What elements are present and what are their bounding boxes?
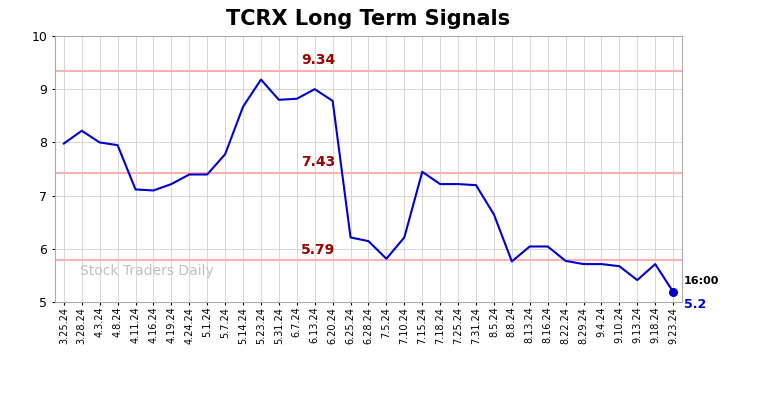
Text: 7.43: 7.43	[301, 155, 336, 169]
Text: Stock Traders Daily: Stock Traders Daily	[80, 265, 214, 279]
Title: TCRX Long Term Signals: TCRX Long Term Signals	[227, 9, 510, 29]
Text: 16:00: 16:00	[684, 277, 719, 287]
Text: 5.2: 5.2	[684, 298, 706, 311]
Text: 5.79: 5.79	[301, 243, 336, 257]
Point	[667, 289, 680, 295]
Text: 9.34: 9.34	[301, 53, 336, 67]
